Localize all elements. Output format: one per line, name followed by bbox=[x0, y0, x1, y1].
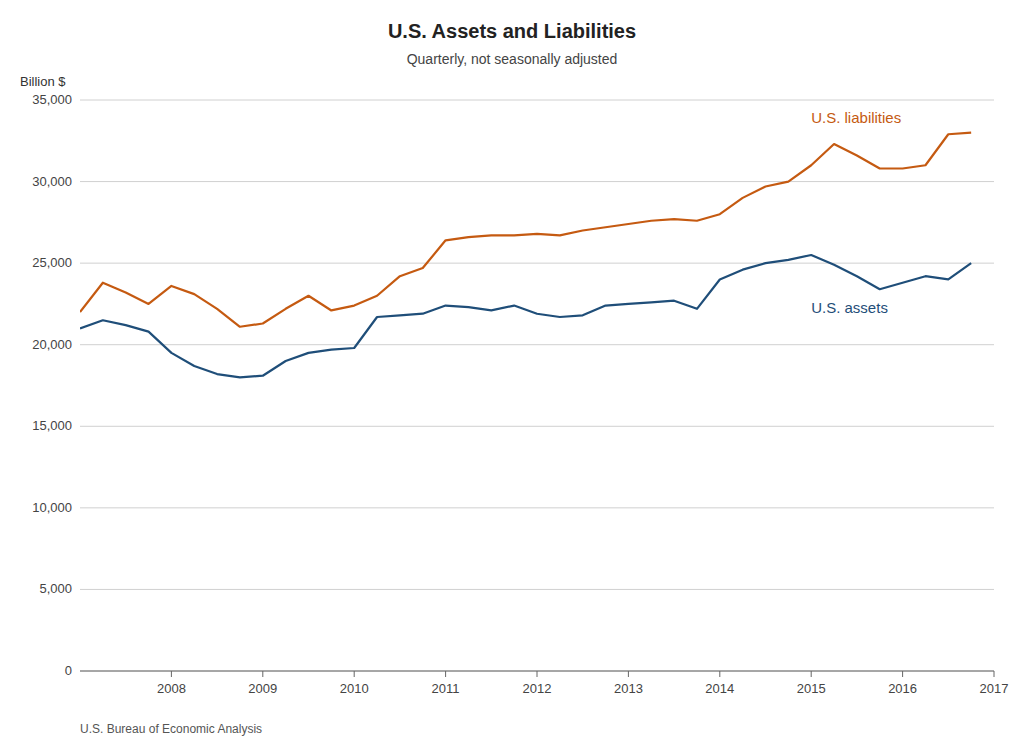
x-tick bbox=[445, 671, 446, 677]
chart: U.S. Assets and Liabilities Quarterly, no… bbox=[0, 0, 1024, 751]
y-tick-label: 5,000 bbox=[39, 581, 72, 596]
x-tick bbox=[811, 671, 812, 677]
grid-line bbox=[80, 426, 994, 427]
grid-line bbox=[80, 181, 994, 182]
x-tick bbox=[354, 671, 355, 677]
series-line bbox=[80, 133, 971, 327]
x-tick-label: 2008 bbox=[157, 681, 186, 696]
series-label: U.S. assets bbox=[811, 299, 888, 316]
y-tick-label: 0 bbox=[65, 663, 72, 678]
grid-line bbox=[80, 344, 994, 345]
x-tick-label: 2014 bbox=[705, 681, 734, 696]
series-line bbox=[80, 255, 971, 377]
x-tick-label: 2010 bbox=[340, 681, 369, 696]
grid-line bbox=[80, 263, 994, 264]
y-tick-label: 20,000 bbox=[32, 337, 72, 352]
x-tick-label: 2012 bbox=[523, 681, 552, 696]
grid-line bbox=[80, 589, 994, 590]
grid bbox=[80, 100, 994, 671]
x-tick bbox=[628, 671, 629, 677]
x-tick bbox=[537, 671, 538, 677]
x-tick-label: 2015 bbox=[797, 681, 826, 696]
x-tick-label: 2009 bbox=[248, 681, 277, 696]
x-tick bbox=[171, 671, 172, 677]
x-tick-label: 2013 bbox=[614, 681, 643, 696]
series-label: U.S. liabilities bbox=[811, 109, 901, 126]
x-tick bbox=[902, 671, 903, 677]
x-tick bbox=[994, 671, 995, 677]
grid-line bbox=[80, 507, 994, 508]
x-tick-label: 2016 bbox=[888, 681, 917, 696]
x-tick bbox=[262, 671, 263, 677]
y-tick-label: 25,000 bbox=[32, 255, 72, 270]
y-tick-label: 15,000 bbox=[32, 418, 72, 433]
y-tick-label: 30,000 bbox=[32, 174, 72, 189]
title: U.S. Assets and Liabilities bbox=[388, 20, 636, 42]
x-tick-label: 2017 bbox=[980, 681, 1009, 696]
grid-line bbox=[80, 100, 994, 101]
y-tick-label: 10,000 bbox=[32, 500, 72, 515]
x-tick bbox=[719, 671, 720, 677]
source-note: U.S. Bureau of Economic Analysis bbox=[80, 722, 262, 736]
subtitle: Quarterly, not seasonally adjusted bbox=[407, 51, 618, 67]
y-axis-label: Billion $ bbox=[20, 74, 66, 89]
lines bbox=[80, 133, 971, 378]
y-tick-label: 35,000 bbox=[32, 92, 72, 107]
x-tick-label: 2011 bbox=[432, 681, 460, 696]
